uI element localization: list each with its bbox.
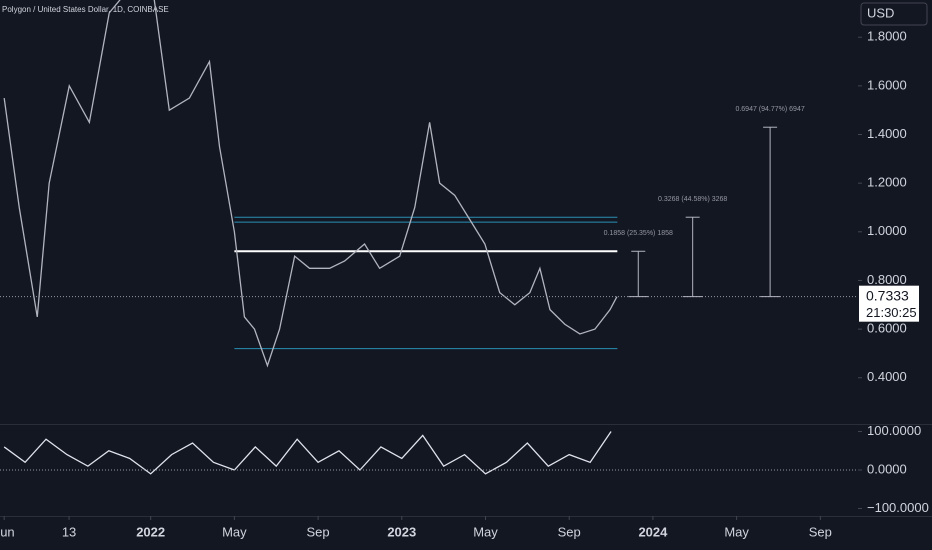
chart-title: Polygon / United States Dollar, 1D, COIN… xyxy=(2,5,169,14)
y-tick-label: 0.4000 xyxy=(867,369,907,384)
y-tick-label: 1.4000 xyxy=(867,126,907,141)
y-tick-label: 0.6000 xyxy=(867,321,907,336)
x-tick-label: May xyxy=(473,524,498,539)
y-tick-label: −100.0000 xyxy=(867,500,929,515)
x-tick-label: May xyxy=(724,524,749,539)
y-tick-label: 100.0000 xyxy=(867,423,921,438)
x-tick-label: 13 xyxy=(62,524,76,539)
x-tick-label: 2023 xyxy=(387,524,416,539)
x-tick-label: May xyxy=(222,524,247,539)
y-tick-label: 1.6000 xyxy=(867,77,907,92)
price-line xyxy=(3,431,612,475)
y-tick-label: 1.8000 xyxy=(867,29,907,44)
x-tick-label: Sep xyxy=(307,524,330,539)
measure-label: 0.1858 (25.35%) 1858 xyxy=(604,230,673,237)
currency[interactable]: USD xyxy=(867,5,894,20)
price-line xyxy=(3,0,618,368)
x-tick-label: 2022 xyxy=(136,524,165,539)
countdown: 21:30:25 xyxy=(866,305,917,320)
x-tick-label: Jun xyxy=(0,524,15,539)
measure-label: 0.6947 (94.77%) 6947 xyxy=(735,106,804,113)
x-tick-label: Sep xyxy=(809,524,832,539)
last-price-label: 0.7333 xyxy=(866,287,909,303)
x-tick-label: Sep xyxy=(558,524,581,539)
measure-label: 0.3268 (44.58%) 3268 xyxy=(658,196,727,203)
y-tick-label: 0.0000 xyxy=(867,461,907,476)
y-tick-label: 0.8000 xyxy=(867,272,907,287)
x-tick-label: 2024 xyxy=(638,524,668,539)
last-price-box xyxy=(859,285,919,322)
y-tick-label: 1.2000 xyxy=(867,175,907,190)
currency-button[interactable] xyxy=(860,2,928,26)
y-tick-label: 1.0000 xyxy=(867,223,907,238)
